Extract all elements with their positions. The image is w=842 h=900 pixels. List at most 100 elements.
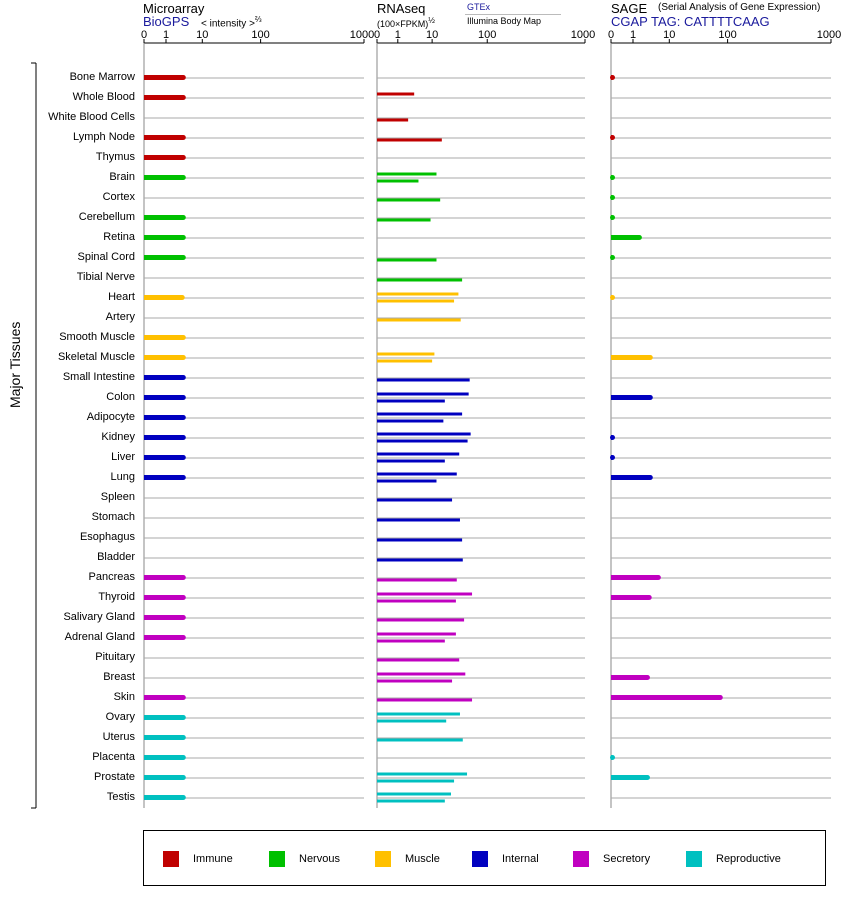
rnaseq-bar: [377, 518, 460, 522]
microarray-bar-cap: [180, 75, 186, 80]
tissue-label: Kidney: [101, 431, 135, 443]
rnaseq-bar: [377, 472, 457, 476]
microarray-bar-cap: [180, 215, 186, 220]
sage-bar-cap: [655, 575, 661, 580]
rnaseq-bar: [377, 378, 470, 382]
microarray-bar-cap: [180, 735, 186, 740]
tissue-label: Tibial Nerve: [76, 271, 135, 283]
rnaseq-tick-label: 10: [426, 29, 438, 41]
sage-bar-cap: [610, 755, 615, 760]
microarray-bar: [144, 175, 184, 180]
tissue-label: Adipocyte: [86, 411, 135, 423]
tissue-label: Colon: [106, 391, 135, 403]
microarray-bar-cap: [180, 475, 186, 480]
sage-bar: [611, 235, 640, 240]
microarray-bar: [144, 755, 184, 760]
rnaseq-bar: [377, 258, 437, 262]
tissue-label: Stomach: [91, 511, 135, 523]
microarray-bar: [144, 455, 184, 460]
microarray-unit-exp: ⅔: [254, 15, 262, 24]
rnaseq-source-gtex: GTEx: [467, 2, 491, 12]
microarray-bar-cap: [180, 135, 186, 140]
sage-tick-label: 100: [718, 29, 736, 41]
microarray-tick-label: 100: [251, 29, 269, 41]
microarray-bar: [144, 335, 184, 340]
tissue-label: Bone Marrow: [69, 71, 135, 83]
microarray-bar-cap: [180, 255, 186, 260]
microarray-tick-label: 1: [163, 29, 169, 41]
rnaseq-bar: [377, 399, 445, 403]
sage-bar: [611, 575, 659, 580]
rnaseq-title: RNAseq: [377, 1, 426, 16]
sage-bar-cap: [644, 675, 650, 680]
tissue-label: Spleen: [100, 491, 135, 503]
microarray-bar-cap: [180, 155, 186, 160]
rnaseq-bar: [377, 792, 451, 796]
microarray-unit: < intensity >⅔: [201, 16, 262, 29]
rnaseq-bar: [377, 719, 447, 723]
tissue-label: Adrenal Gland: [64, 631, 135, 643]
microarray-tick-label: 1000: [350, 29, 374, 41]
sage-bar-cap: [610, 195, 615, 200]
tissue-label: Smooth Muscle: [59, 331, 135, 343]
rnaseq-source-illumina: Illumina Body Map: [467, 16, 542, 26]
sage-bar-cap: [646, 595, 652, 600]
rnaseq-bar: [377, 179, 419, 183]
tissue-label: Skeletal Muscle: [57, 351, 135, 363]
legend-swatch: [573, 851, 589, 867]
microarray-bar-cap: [179, 295, 185, 300]
tissue-label: Uterus: [102, 731, 135, 743]
rnaseq-bar: [377, 632, 456, 636]
sage-tick-label: 10: [663, 29, 675, 41]
microarray-bar: [144, 475, 184, 480]
tissue-label: Ovary: [105, 711, 135, 723]
microarray-bar-cap: [180, 695, 186, 700]
microarray-bar: [144, 435, 184, 440]
rnaseq-bar: [377, 439, 468, 443]
rnaseq-bar: [377, 558, 463, 562]
microarray-bar-cap: [180, 615, 186, 620]
tissue-label: Placenta: [92, 751, 135, 763]
sage-bar-cap: [647, 475, 653, 480]
tissue-label: Esophagus: [79, 531, 135, 543]
legend-swatch: [472, 851, 488, 867]
microarray-bar: [144, 215, 184, 220]
microarray-bar: [144, 95, 184, 100]
microarray-bar: [144, 695, 184, 700]
rnaseq-bar: [377, 498, 453, 502]
microarray-bar: [144, 775, 184, 780]
rnaseq-bar: [377, 599, 456, 603]
y-axis-title: Major Tissues: [7, 321, 23, 408]
rnaseq-bar: [377, 772, 468, 776]
microarray-bar: [144, 735, 184, 740]
rnaseq-bar: [377, 299, 455, 303]
sage-bar: [611, 775, 648, 780]
legend-label: Muscle: [405, 853, 440, 865]
rnaseq-tick-label: 100: [478, 29, 496, 41]
tissue-label: Spinal Cord: [77, 251, 135, 263]
rnaseq-bar: [377, 118, 409, 122]
microarray-bar: [144, 295, 183, 300]
rnaseq-tick-label: 1000: [571, 29, 595, 41]
sage-bar: [611, 355, 651, 360]
sage-bar-cap: [647, 395, 653, 400]
legend-label: Internal: [502, 853, 539, 865]
legend-label: Secretory: [603, 853, 651, 865]
microarray-bar-cap: [180, 235, 186, 240]
tissue-label: Skin: [113, 691, 135, 703]
microarray-bar: [144, 395, 184, 400]
microarray-bar-cap: [180, 795, 186, 800]
microarray-bar-cap: [180, 335, 186, 340]
microarray-bar: [144, 575, 184, 580]
microarray-unit-text: < intensity >: [201, 18, 255, 30]
microarray-bar: [144, 595, 184, 600]
sage-bar-cap: [610, 255, 615, 260]
rnaseq-tick-label: 0: [374, 29, 380, 41]
microarray-bar-cap: [180, 755, 186, 760]
sage-bar: [611, 395, 651, 400]
rnaseq-bar: [377, 799, 445, 803]
expression-chart: 0 1 10 100 1000 0 1 10 100 1000 0 1 10 100 1000: [31, 29, 841, 809]
tissue-label: Pituitary: [95, 651, 135, 663]
tissue-label: Lymph Node: [73, 131, 135, 143]
rnaseq-bar: [377, 779, 455, 783]
